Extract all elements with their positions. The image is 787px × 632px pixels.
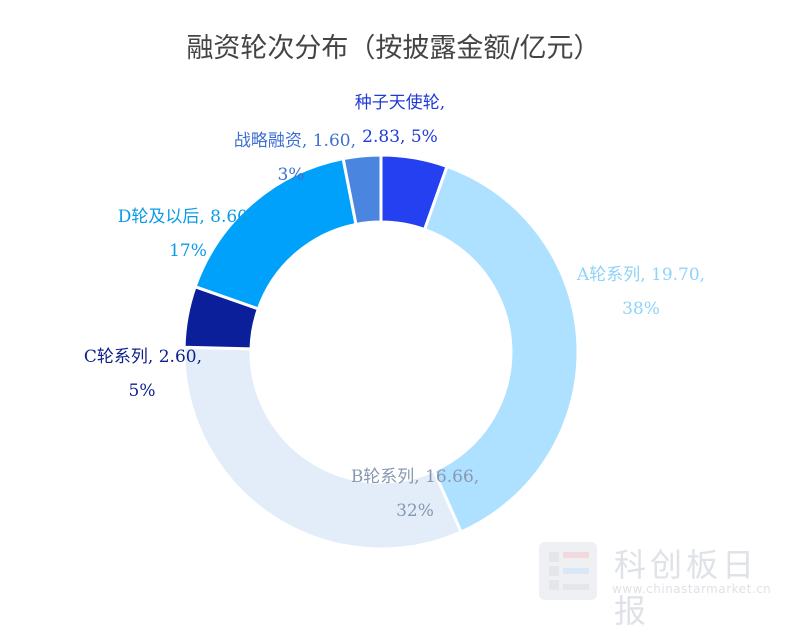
- slice-label-3: C轮系列, 2.60, 5%: [42, 340, 202, 408]
- slice-label-line1: A轮系列, 19.70,: [576, 265, 706, 285]
- donut-chart: [182, 153, 580, 551]
- slice-label-line1: 种子天使轮,: [354, 93, 446, 113]
- slice-label-line2: 32%: [396, 501, 434, 521]
- slice-label-line1: C轮系列, 2.60,: [83, 347, 202, 367]
- slice-label-line2: 2.83, 5%: [362, 127, 438, 147]
- slice-label-5: 战略融资, 1.60, 3%: [186, 124, 356, 192]
- watermark-logo-icon: [539, 542, 597, 600]
- slice-label-line1: 战略融资, 1.60,: [233, 131, 356, 151]
- slice-2: [182, 345, 464, 551]
- slice-label-line1: D轮及以后, 8.60: [117, 207, 248, 227]
- watermark-url: www.chinastarmarket.cn: [612, 582, 772, 596]
- slice-label-2: B轮系列, 16.66, 32%: [330, 460, 500, 528]
- slice-5: [341, 153, 383, 227]
- slice-label-line1: B轮系列, 16.66,: [350, 467, 480, 487]
- slice-label-4: D轮及以后, 8.60 17%: [88, 200, 248, 268]
- slice-label-line2: 5%: [128, 381, 156, 401]
- slice-label-line2: 3%: [277, 165, 305, 185]
- slice-1: [422, 164, 580, 534]
- slice-label-line2: 17%: [169, 241, 207, 261]
- chart-title: 融资轮次分布（按披露金额/亿元）: [186, 33, 601, 64]
- slice-label-0: 种子天使轮, 2.83, 5%: [330, 86, 470, 154]
- slice-label-line2: 38%: [622, 299, 660, 319]
- slice-label-1: A轮系列, 19.70, 38%: [566, 258, 716, 326]
